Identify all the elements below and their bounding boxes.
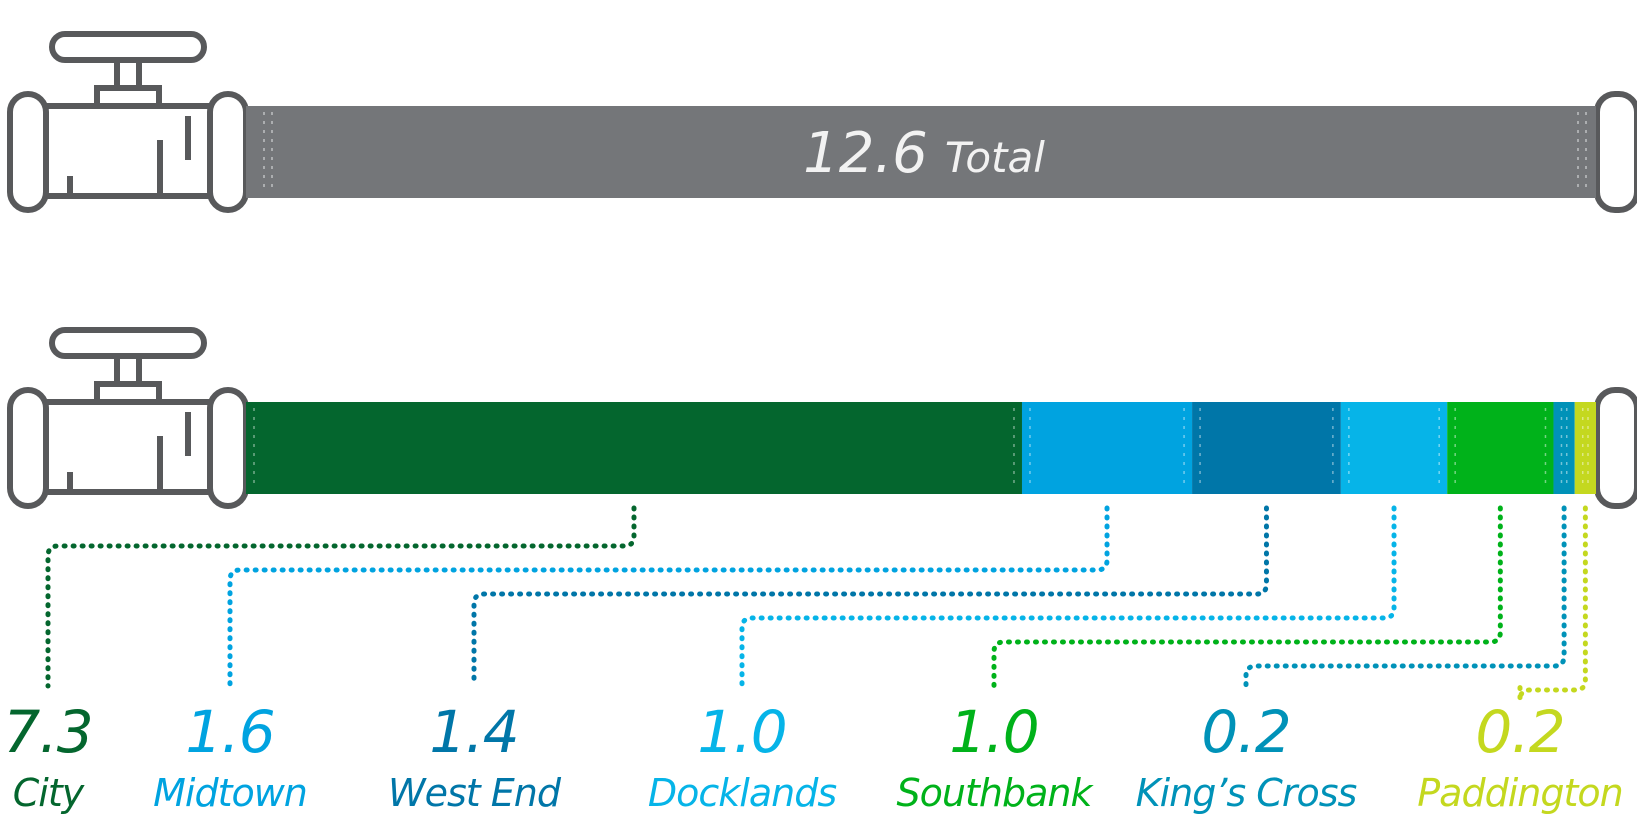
category-label-midtown: Midtown — [153, 771, 307, 815]
bar-segment-midtown — [1021, 402, 1193, 494]
value-label-west-end: 1.4 — [429, 698, 518, 766]
valve-icon-total — [7, 31, 1637, 213]
segment-labels: 7.3 City 1.6 Midtown 1.4 West End 1.0 Docklands… — [3, 698, 1623, 815]
bar-segment-docklands — [1340, 402, 1448, 494]
value-label-paddington: 0.2 — [1475, 698, 1564, 766]
bar-segment-southbank — [1447, 402, 1554, 494]
value-label-city: 7.3 — [3, 698, 92, 766]
valve-icon-breakdown — [7, 327, 1637, 509]
category-label-west-end: West End — [388, 771, 562, 815]
category-label-southbank: Southbank — [897, 771, 1095, 815]
bar-segment-west-end — [1192, 402, 1341, 494]
total-label: Total — [945, 133, 1045, 182]
bar-segment-king-s-cross — [1553, 402, 1575, 494]
value-label-midtown: 1.6 — [185, 698, 274, 766]
svg-text:12.6 Total: 12.6 Total — [803, 121, 1045, 186]
category-label-docklands: Docklands — [648, 771, 836, 815]
stacked-bar — [246, 402, 1596, 494]
category-label-city: City — [13, 771, 85, 815]
category-label-paddington: Paddington — [1417, 771, 1622, 815]
leader-line-paddington — [1517, 505, 1588, 701]
category-label-king-s-cross: King’s Cross — [1136, 771, 1357, 815]
value-label-king-s-cross: 0.2 — [1201, 698, 1290, 766]
value-label-southbank: 1.0 — [949, 698, 1038, 766]
leader-line-west-end — [471, 505, 1269, 689]
leader-line-city — [45, 505, 637, 689]
total-value: 12.6 — [803, 121, 928, 186]
value-label-docklands: 1.0 — [697, 698, 786, 766]
bar-segment-city — [246, 402, 1022, 494]
leader-lines — [45, 505, 1588, 701]
leader-line-king-s-cross — [1243, 505, 1567, 689]
leader-line-docklands — [739, 505, 1397, 689]
bar-segment-paddington — [1574, 402, 1596, 494]
total-bar — [246, 106, 1596, 198]
leader-line-midtown — [227, 505, 1110, 689]
leader-line-southbank — [991, 505, 1503, 689]
